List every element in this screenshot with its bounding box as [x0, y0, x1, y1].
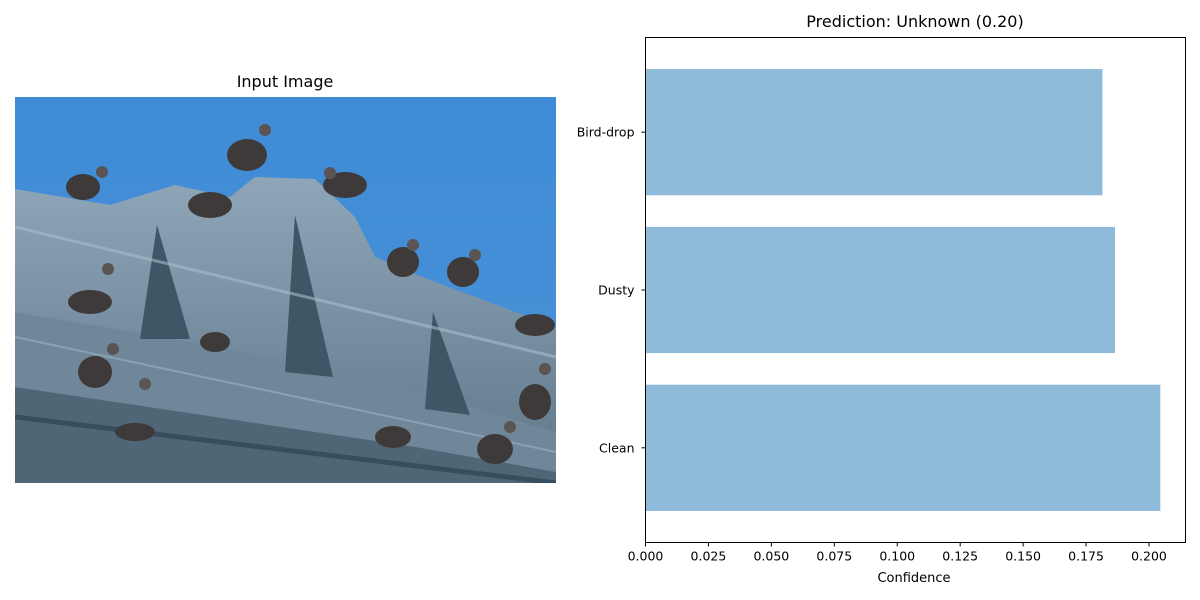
x-tick-label: 0.150: [1005, 549, 1041, 564]
x-tick-label: 0.050: [753, 549, 789, 564]
y-tick-label: Clean: [599, 440, 634, 455]
x-tick-label: 0.000: [628, 549, 664, 564]
x-tick-label: 0.075: [816, 549, 852, 564]
bar-bird-drop: [645, 69, 1103, 196]
bar-dusty: [645, 226, 1116, 354]
y-tick-label: Dusty: [598, 283, 635, 298]
bar-clean: [645, 384, 1161, 511]
x-tick-label: 0.025: [691, 549, 727, 564]
x-axis-label: Confidence: [877, 571, 950, 586]
x-tick-label: 0.125: [942, 549, 978, 564]
y-tick-label: Bird-drop: [577, 125, 635, 140]
chart-title: Prediction: Unknown (0.20): [806, 12, 1024, 31]
x-tick-label: 0.200: [1131, 549, 1167, 564]
x-tick-label: 0.100: [879, 549, 915, 564]
image-title: Input Image: [236, 72, 334, 91]
x-tick-label: 0.175: [1068, 549, 1104, 564]
plot-frame: [645, 37, 1186, 543]
input-photo: [15, 97, 556, 483]
